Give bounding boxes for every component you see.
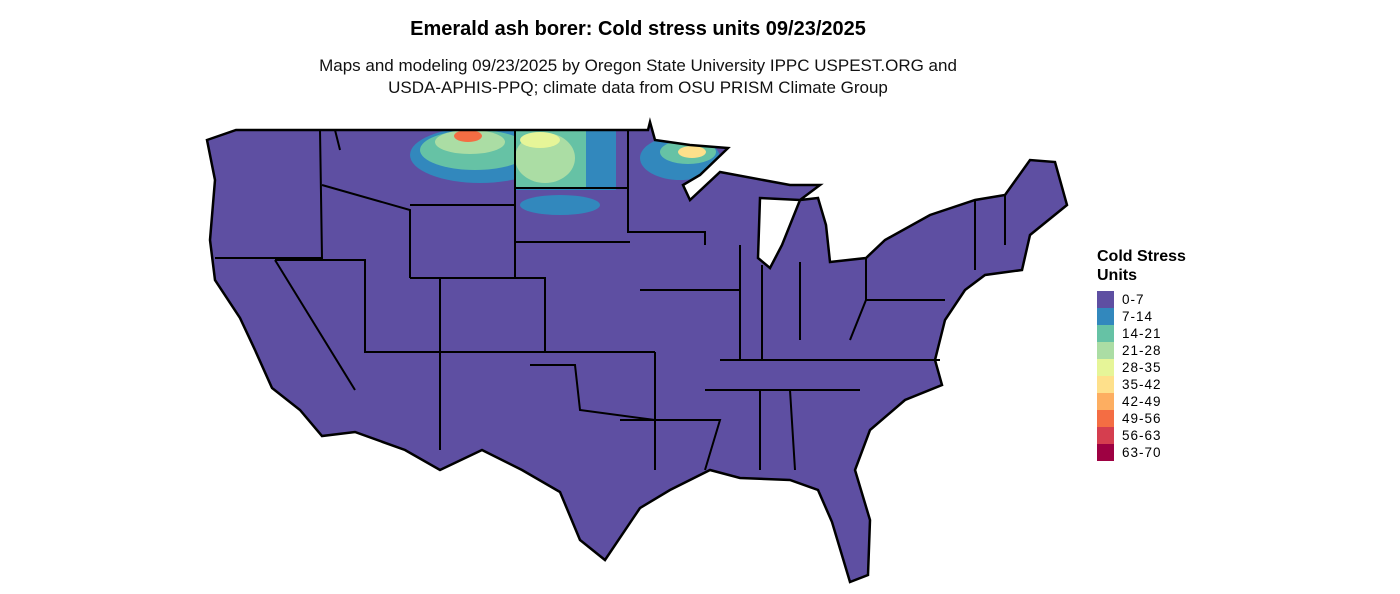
subtitle-line-1: Maps and modeling 09/23/2025 by Oregon S… bbox=[319, 56, 957, 75]
legend-item: 49-56 bbox=[1097, 410, 1186, 427]
legend: Cold Stress Units 0-7 7-14 14-21 21-28 28-35… bbox=[1097, 247, 1186, 461]
legend-title-line-2: Units bbox=[1097, 267, 1137, 284]
region-nd-28-35 bbox=[520, 132, 560, 148]
legend-item: 56-63 bbox=[1097, 427, 1186, 444]
cold-stress-regions bbox=[410, 127, 720, 215]
legend-swatch bbox=[1097, 342, 1114, 359]
map-subtitle: Maps and modeling 09/23/2025 by Oregon S… bbox=[0, 55, 1276, 99]
map-title: Emerald ash borer: Cold stress units 09/… bbox=[410, 18, 866, 40]
legend-label: 0-7 bbox=[1122, 292, 1145, 307]
legend-item: 14-21 bbox=[1097, 325, 1186, 342]
legend-label: 28-35 bbox=[1122, 360, 1162, 375]
legend-label: 7-14 bbox=[1122, 309, 1154, 324]
state-borders bbox=[215, 129, 1006, 471]
legend-swatch bbox=[1097, 308, 1114, 325]
legend-swatch bbox=[1097, 376, 1114, 393]
legend-swatch bbox=[1097, 359, 1114, 376]
region-montana-49-56 bbox=[454, 130, 482, 142]
legend-item: 21-28 bbox=[1097, 342, 1186, 359]
legend-item: 28-35 bbox=[1097, 359, 1186, 376]
region-sd-7-14 bbox=[520, 195, 600, 215]
legend-label: 63-70 bbox=[1122, 445, 1162, 460]
legend-swatch bbox=[1097, 427, 1114, 444]
legend-label: 35-42 bbox=[1122, 377, 1162, 392]
legend-title: Cold Stress Units bbox=[1097, 247, 1186, 285]
legend-item: 0-7 bbox=[1097, 291, 1186, 308]
subtitle-line-2: USDA-APHIS-PPQ; climate data from OSU PR… bbox=[388, 78, 888, 97]
legend-label: 49-56 bbox=[1122, 411, 1162, 426]
legend-item: 42-49 bbox=[1097, 393, 1186, 410]
legend-label: 42-49 bbox=[1122, 394, 1162, 409]
legend-swatch bbox=[1097, 325, 1114, 342]
legend-swatch bbox=[1097, 444, 1114, 461]
region-mn-35-42 bbox=[678, 146, 706, 158]
legend-swatch bbox=[1097, 291, 1114, 308]
legend-swatch bbox=[1097, 410, 1114, 427]
legend-swatch bbox=[1097, 393, 1114, 410]
legend-label: 14-21 bbox=[1122, 326, 1162, 341]
legend-label: 56-63 bbox=[1122, 428, 1162, 443]
legend-title-line-1: Cold Stress bbox=[1097, 248, 1186, 265]
legend-item: 7-14 bbox=[1097, 308, 1186, 325]
region-montana-21-28 bbox=[435, 130, 505, 154]
legend-label: 21-28 bbox=[1122, 343, 1162, 358]
legend-item: 63-70 bbox=[1097, 444, 1186, 461]
legend-item: 35-42 bbox=[1097, 376, 1186, 393]
